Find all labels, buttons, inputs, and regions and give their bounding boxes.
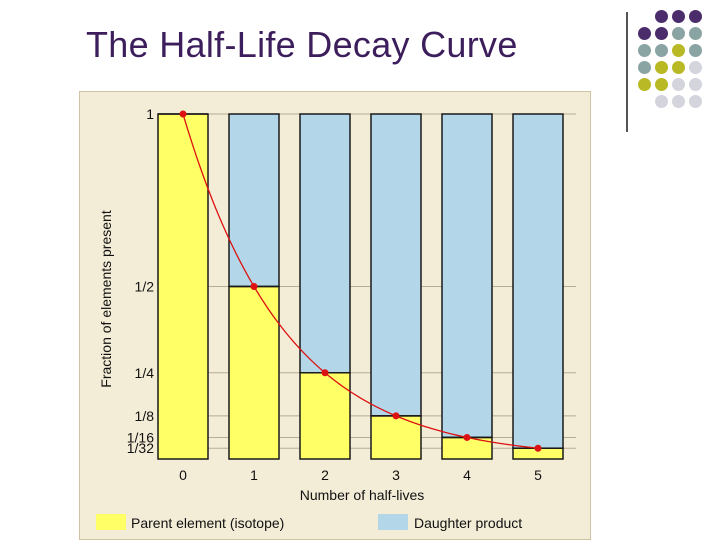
decorative-dot (638, 27, 651, 40)
legend: Parent element (isotope) Daughter produc… (96, 514, 522, 531)
y-axis-label: Fraction of elements present (98, 210, 114, 388)
decorative-dot (672, 95, 685, 108)
decorative-dot (638, 61, 651, 74)
tick-layer: 1 1/2 1/4 1/8 1/161/32 0 1 2 3 4 5 (127, 106, 542, 483)
bar-parent (157, 113, 209, 460)
decorative-dot (655, 27, 668, 40)
legend-swatch-daughter (378, 514, 408, 530)
decorative-dot (689, 61, 702, 74)
decorative-dot (672, 10, 685, 23)
decorative-dot-grid (638, 10, 720, 120)
legend-label-daughter: Daughter product (414, 515, 522, 531)
decorative-dot (655, 44, 668, 57)
y-tick-label: 1/32 (127, 440, 154, 456)
decorative-dot (655, 78, 668, 91)
y-tick-label: 1 (146, 106, 154, 122)
x-tick-label: 2 (321, 467, 329, 483)
decay-curve-point (250, 283, 258, 290)
decorative-divider (626, 12, 628, 132)
bar-daughter (370, 113, 422, 417)
chart-panel: 1 1/2 1/4 1/8 1/16 1/32 0 1 2 3 4 5 Fraction of ele… (79, 91, 591, 540)
decay-curve-point (534, 444, 542, 452)
x-tick-label: 4 (463, 467, 471, 483)
decorative-dot (689, 44, 702, 57)
decay-curve-line (182, 113, 539, 449)
y-tick-label: 1/2 (135, 279, 155, 295)
y-tick-label: 1/16 (127, 429, 154, 445)
y-tick-label: 1/4 (135, 365, 155, 381)
decorative-dot (672, 27, 685, 40)
decorative-dot (672, 44, 685, 57)
curve-layer (179, 110, 542, 452)
bar-layer (157, 113, 564, 460)
decorative-dot (689, 95, 702, 108)
legend-label-parent: Parent element (isotope) (131, 515, 284, 531)
decorative-dot (655, 10, 668, 23)
decorative-dot (689, 27, 702, 40)
bar-parent (299, 372, 351, 460)
decorative-dot (638, 78, 651, 91)
decorative-dot (672, 61, 685, 74)
x-tick-label: 1 (250, 467, 258, 483)
slide-title: The Half-Life Decay Curve (86, 24, 518, 65)
decorative-dot (655, 95, 668, 108)
bar-daughter (228, 113, 280, 288)
decay-curve-point (321, 369, 329, 377)
decay-curve-point (179, 110, 187, 118)
decorative-dot (672, 78, 685, 91)
decay-curve-point (392, 412, 400, 420)
x-axis-label: Number of half-lives (300, 487, 425, 503)
decorative-dot (655, 61, 668, 74)
y-tick-label: 1/8 (135, 408, 155, 424)
bar-daughter (512, 113, 564, 449)
bar-daughter (299, 113, 351, 374)
decay-curve-point (463, 433, 471, 441)
decorative-dot (689, 10, 702, 23)
decay-chart: 1 1/2 1/4 1/8 1/161/32 0 1 2 3 4 5 Fraction of ele… (96, 106, 576, 531)
decorative-dot (638, 44, 651, 57)
decorative-dot (689, 78, 702, 91)
x-tick-label: 3 (392, 467, 400, 483)
x-tick-label: 0 (179, 467, 187, 483)
x-tick-label: 5 (534, 467, 542, 483)
bar-daughter (441, 113, 493, 439)
bar-parent (228, 285, 280, 460)
bar-parent (370, 415, 422, 460)
legend-swatch-parent (96, 514, 126, 530)
